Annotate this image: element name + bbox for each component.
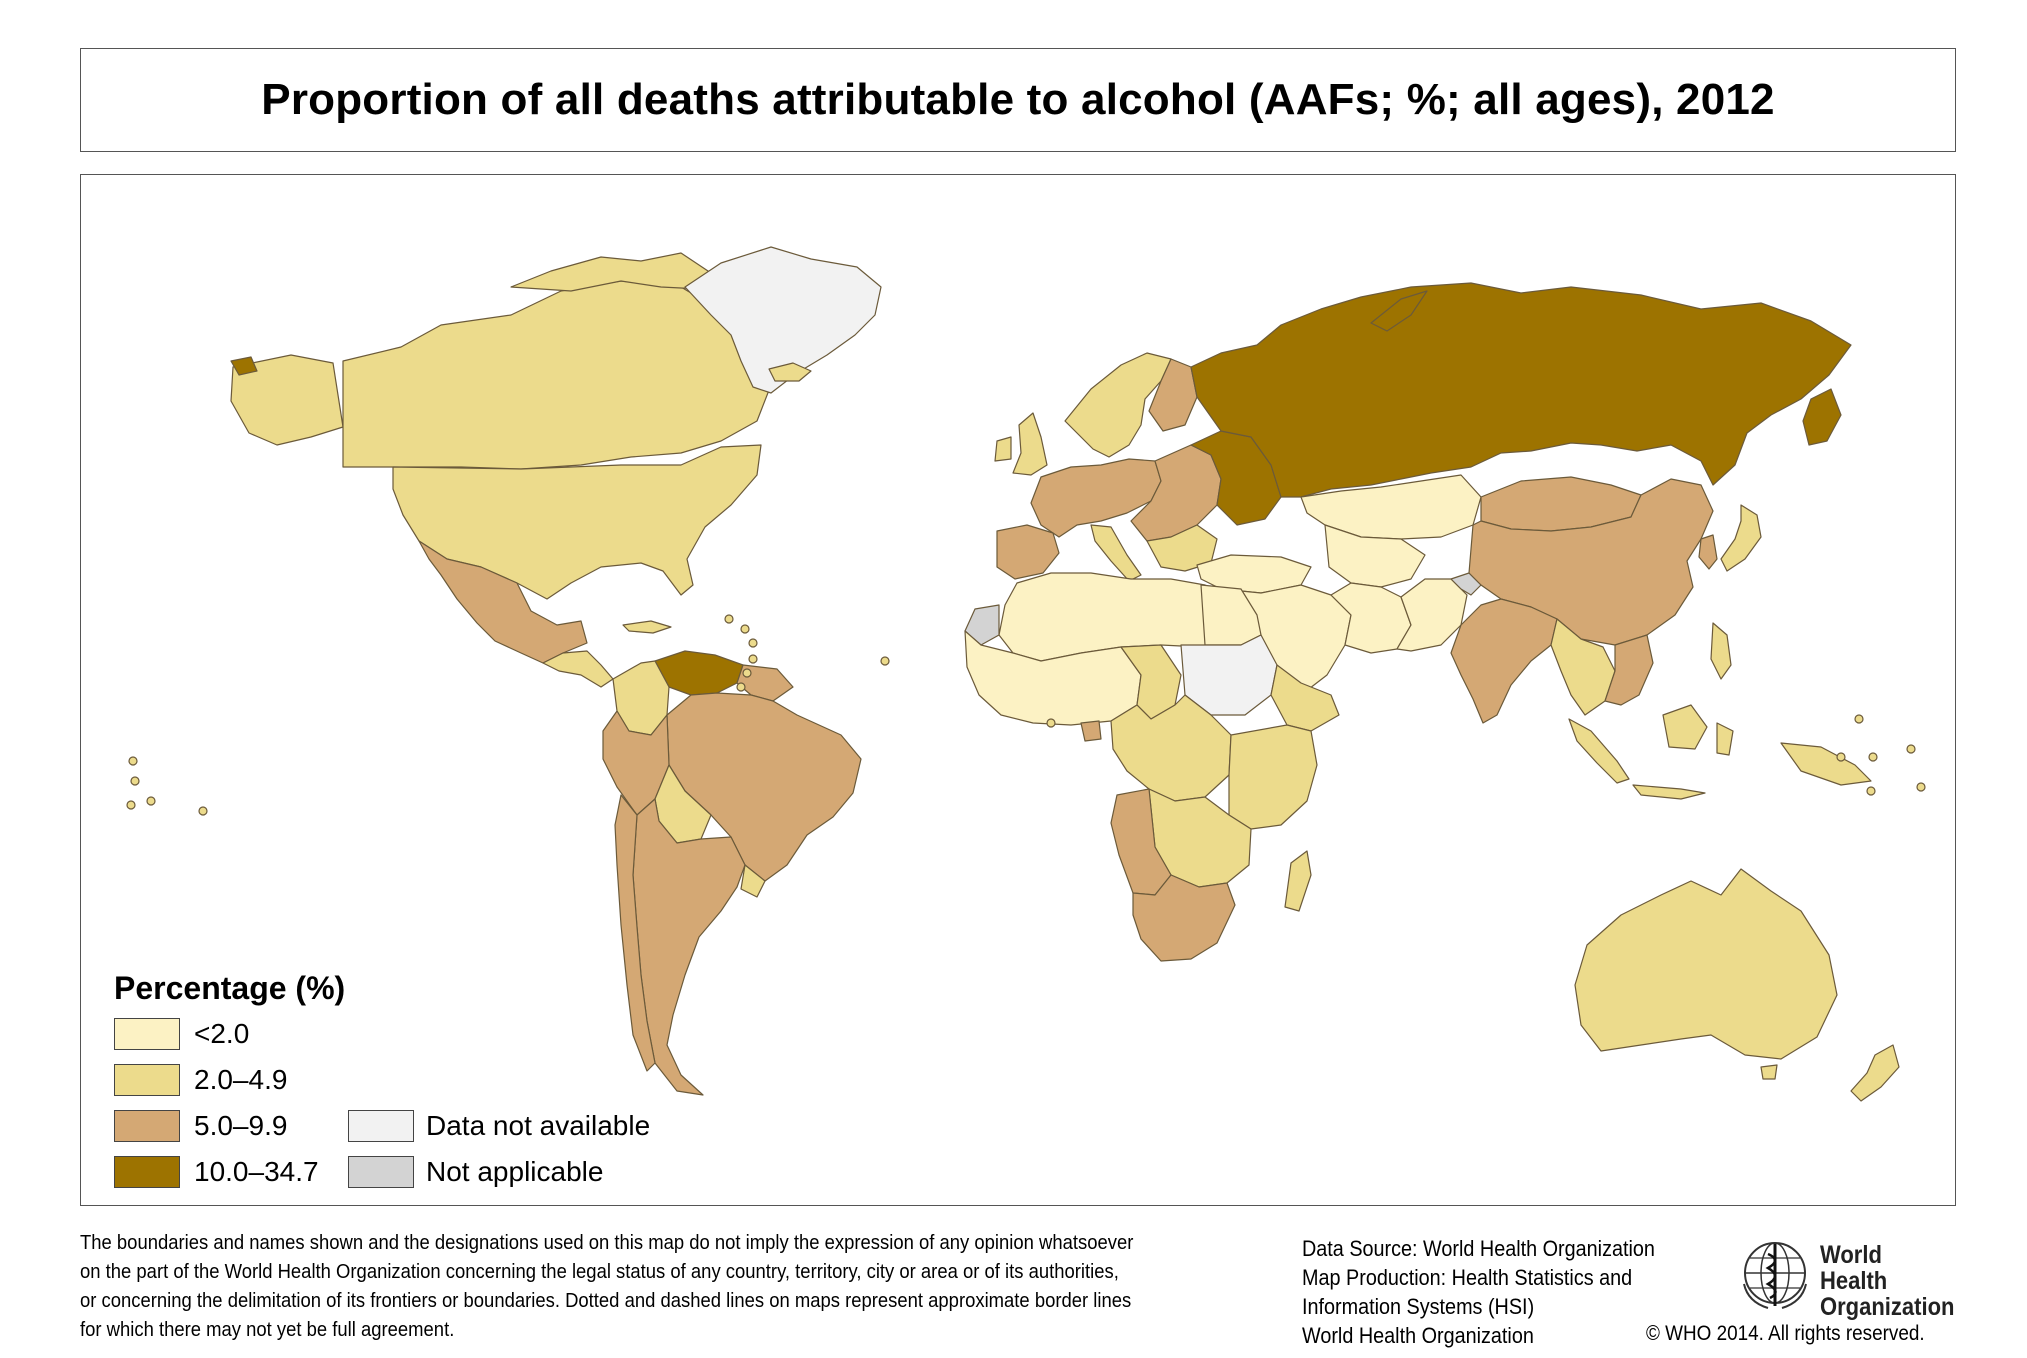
region-novaya-zemlya xyxy=(1370,290,1428,332)
region-greenland xyxy=(684,246,882,394)
region-sulawesi xyxy=(1716,722,1734,756)
legend-label-1: <2.0 xyxy=(194,1018,250,1049)
legend-label-notapp: Not applicable xyxy=(426,1156,604,1187)
data-sources: Data Source: World Health Organization M… xyxy=(1302,1234,1662,1350)
region-alaska xyxy=(230,354,344,446)
who-name-line2: Organization xyxy=(1820,1293,1955,1321)
legend-label-2: 2.0–4.9 xyxy=(194,1064,288,1095)
region-borneo xyxy=(1662,704,1708,750)
who-name-line1: World Health xyxy=(1820,1241,1888,1295)
legend-swatch-notapp xyxy=(348,1156,414,1188)
region-india xyxy=(1450,598,1558,724)
disclaimer-line: on the part of the World Health Organiza… xyxy=(80,1260,1119,1283)
region-balkans xyxy=(1146,524,1218,572)
region-iberia xyxy=(996,524,1060,580)
region-western-sahara xyxy=(964,604,1000,646)
region-scandinavia xyxy=(1064,352,1172,458)
disclaimer-line: for which there may not yet be full agre… xyxy=(80,1318,455,1341)
region-italy xyxy=(1090,524,1142,582)
disclaimer-line: or concerning the delimitation of its fr… xyxy=(80,1289,1132,1312)
region-western-europe xyxy=(1030,458,1162,538)
copyright: © WHO 2014. All rights reserved. xyxy=(1646,1322,1925,1345)
source-line: Data Source: World Health Organization xyxy=(1302,1236,1655,1261)
legend: Percentage (%) <2.0 2.0–4.9 5.0–9.9 10.0… xyxy=(114,970,674,1194)
region-tasmania xyxy=(1760,1064,1778,1080)
source-line: Information Systems (HSI) xyxy=(1302,1294,1535,1319)
region-japan xyxy=(1720,504,1762,572)
region-philippines xyxy=(1710,622,1732,680)
region-madagascar xyxy=(1284,850,1312,912)
disclaimer-line: The boundaries and names shown and the d… xyxy=(80,1231,1134,1254)
region-pakistan xyxy=(1396,578,1468,652)
region-south-africa xyxy=(1132,874,1236,962)
region-east-africa xyxy=(1228,724,1318,830)
region-ireland xyxy=(994,436,1012,462)
world-map xyxy=(80,174,1956,1206)
legend-swatch-na xyxy=(348,1110,414,1142)
legend-swatch-2 xyxy=(114,1064,180,1096)
island-markers xyxy=(126,614,1926,816)
region-iceland xyxy=(768,362,812,382)
legend-label-4: 10.0–34.7 xyxy=(194,1156,319,1187)
region-gulf-guinea-dot xyxy=(1080,720,1102,742)
region-se-asia xyxy=(1550,618,1616,716)
legend-swatch-4 xyxy=(114,1156,180,1188)
legend-swatch-1 xyxy=(114,1018,180,1050)
world-map-svg xyxy=(126,246,1926,1102)
region-iceland-like xyxy=(230,356,258,376)
legend-label-3: 5.0–9.9 xyxy=(194,1110,288,1141)
region-uk xyxy=(1012,412,1048,476)
title-box: Proportion of all deaths attributable to… xyxy=(80,48,1956,152)
disclaimer: The boundaries and names shown and the d… xyxy=(80,1228,1160,1344)
region-kamchatka xyxy=(1802,388,1842,446)
who-emblem-icon xyxy=(1743,1242,1807,1309)
legend-title: Percentage (%) xyxy=(114,970,346,1006)
region-new-zealand xyxy=(1850,1044,1900,1102)
region-central-asia xyxy=(1324,524,1426,588)
who-name: World Health Organization xyxy=(1820,1242,1954,1320)
region-java xyxy=(1632,784,1706,800)
region-sumatra xyxy=(1568,718,1630,784)
region-russia xyxy=(1190,282,1852,498)
region-new-guinea xyxy=(1780,742,1872,786)
legend-label-na: Data not available xyxy=(426,1110,651,1141)
region-australia xyxy=(1574,868,1838,1060)
region-se-asia-2 xyxy=(1604,634,1654,706)
region-chile xyxy=(614,794,656,1072)
who-logo: World Health Organization xyxy=(1738,1236,1956,1320)
legend-swatch-3 xyxy=(114,1110,180,1142)
map-title: Proportion of all deaths attributable to… xyxy=(261,75,1775,124)
source-line: Map Production: Health Statistics and xyxy=(1302,1265,1633,1290)
region-caribbean xyxy=(622,620,672,634)
region-kashmir xyxy=(1450,572,1482,596)
region-korea xyxy=(1698,534,1718,570)
region-uruguay xyxy=(740,864,766,898)
source-line: World Health Organization xyxy=(1302,1323,1534,1348)
